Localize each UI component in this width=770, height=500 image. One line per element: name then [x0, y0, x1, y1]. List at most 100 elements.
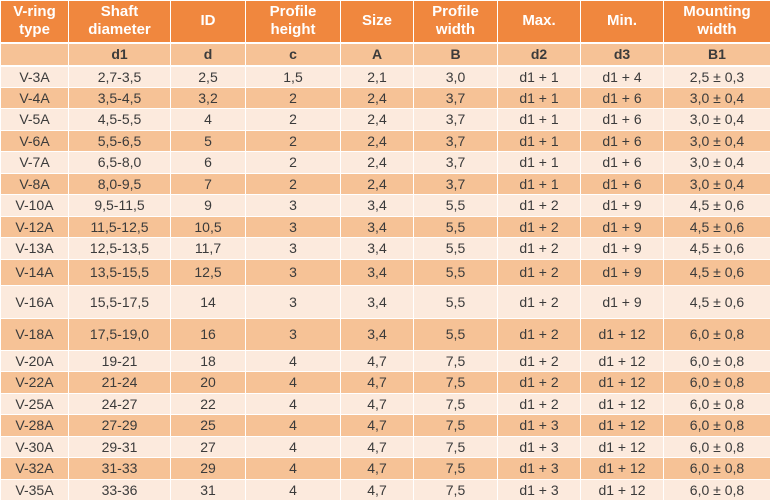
table-cell: 2 — [245, 172, 341, 195]
table-cell: 4 — [245, 414, 341, 437]
table-row: V-25A 24-27 22 4 4,7 7,5 d1 + 2 d1 + 12 6,0 ± 0,… — [0, 392, 770, 415]
table-cell: 2 — [245, 108, 341, 131]
table-cell: d1 + 3 — [497, 435, 581, 458]
table-cell: 6,0 ± 0,8 — [663, 317, 770, 351]
table-cell: d1 + 9 — [580, 284, 664, 319]
table-cell: d1 + 12 — [580, 392, 664, 415]
table-cell: d1 + 12 — [580, 435, 664, 458]
table-row: V-16A 15,5-17,5 14 3 3,4 5,5 d1 + 2 d1 + 9 4,5 ±… — [0, 284, 770, 319]
table-cell: 3 — [245, 215, 341, 238]
table-cell: 4,7 — [340, 414, 414, 437]
table-cell: 17,5-19,0 — [68, 317, 171, 351]
table-cell: 10,5 — [170, 215, 246, 238]
table-cell: 3 — [245, 237, 341, 260]
table-cell: d1 + 2 — [497, 215, 581, 238]
row-label-cell: V-6A — [0, 129, 69, 152]
table-cell: 5,5 — [413, 194, 498, 217]
table-cell: 4,5 ± 0,6 — [663, 194, 770, 217]
column-subheader: c — [245, 42, 341, 67]
table-cell: d1 + 6 — [580, 172, 664, 195]
table-cell: d1 + 3 — [497, 478, 581, 500]
table-cell: 14 — [170, 284, 246, 319]
table-cell: 11,7 — [170, 237, 246, 260]
column-header: Max. — [497, 0, 581, 44]
table-cell: d1 + 2 — [497, 371, 581, 394]
table-cell: 27 — [170, 435, 246, 458]
table-cell: 3,4 — [340, 215, 414, 238]
row-label-cell: V-12A — [0, 215, 69, 238]
table-cell: 24-27 — [68, 392, 171, 415]
row-label-cell: V-35A — [0, 478, 69, 500]
table-cell: 3 — [245, 258, 341, 286]
table-cell: d1 + 1 — [497, 151, 581, 174]
row-label-cell: V-18A — [0, 317, 69, 351]
table-cell: 7,5 — [413, 435, 498, 458]
row-label-cell: V-13A — [0, 237, 69, 260]
row-label-cell: V-10A — [0, 194, 69, 217]
table-cell: 3,7 — [413, 151, 498, 174]
table-cell: 6 — [170, 151, 246, 174]
table-cell: 3,0 ± 0,4 — [663, 86, 770, 109]
table-cell: d1 + 6 — [580, 86, 664, 109]
column-header: Profile width — [413, 0, 498, 44]
table-cell: 2,4 — [340, 172, 414, 195]
table-cell: d1 + 12 — [580, 317, 664, 351]
table-cell: 7 — [170, 172, 246, 195]
column-subheader: d2 — [497, 42, 581, 67]
table-row: V-28A 27-29 25 4 4,7 7,5 d1 + 3 d1 + 12 6,0 ± 0,… — [0, 414, 770, 437]
table-cell: 5,5 — [413, 258, 498, 286]
column-subheader: d3 — [580, 42, 664, 67]
column-subheader: B — [413, 42, 498, 67]
table-cell: 3,4 — [340, 284, 414, 319]
header-row: V-ring type Shaft diameter ID Profile heigh… — [0, 0, 770, 44]
table-cell: 7,5 — [413, 478, 498, 500]
table-cell: 5,5 — [413, 317, 498, 351]
row-label-cell: V-25A — [0, 392, 69, 415]
table-cell: 2,4 — [340, 151, 414, 174]
table-row: V-13A 12,5-13,5 11,7 3 3,4 5,5 d1 + 2 d1 + 9 4,5… — [0, 237, 770, 260]
table-cell: 15,5-17,5 — [68, 284, 171, 319]
column-header: Min. — [580, 0, 664, 44]
table-cell: 3,7 — [413, 172, 498, 195]
table-cell: d1 + 12 — [580, 414, 664, 437]
table-cell: 3,0 ± 0,4 — [663, 108, 770, 131]
table-cell: 4 — [245, 349, 341, 372]
table-row: V-12A 11,5-12,5 10,5 3 3,4 5,5 d1 + 2 d1 + 9 4,5… — [0, 215, 770, 238]
table-row: V-5A 4,5-5,5 4 2 2,4 3,7 d1 + 1 d1 + 6 3,0 ± 0,4 — [0, 108, 770, 131]
column-subheader: d — [170, 42, 246, 67]
column-header: Mounting width — [663, 0, 770, 44]
table-cell: d1 + 1 — [497, 65, 581, 88]
table-cell: d1 + 2 — [497, 317, 581, 351]
row-label-cell: V-16A — [0, 284, 69, 319]
table-cell: 6,0 ± 0,8 — [663, 435, 770, 458]
table-cell: 18 — [170, 349, 246, 372]
column-header: Profile height — [245, 0, 341, 44]
table-row: V-30A 29-31 27 4 4,7 7,5 d1 + 3 d1 + 12 6,0 ± 0,… — [0, 435, 770, 458]
table-cell: 6,0 ± 0,8 — [663, 457, 770, 480]
table-cell: 2,5 — [170, 65, 246, 88]
table-cell: 5,5 — [413, 215, 498, 238]
table-cell: d1 + 2 — [497, 349, 581, 372]
table-cell: 2,7-3,5 — [68, 65, 171, 88]
table-cell: d1 + 2 — [497, 237, 581, 260]
table-cell: 3 — [245, 194, 341, 217]
table-cell: 11,5-12,5 — [68, 215, 171, 238]
column-subheader — [0, 42, 69, 67]
table-cell: 31-33 — [68, 457, 171, 480]
table-cell: 4,7 — [340, 457, 414, 480]
table-cell: 5,5 — [413, 237, 498, 260]
table-cell: 2,4 — [340, 108, 414, 131]
table-cell: 4,7 — [340, 478, 414, 500]
table-cell: 3,7 — [413, 129, 498, 152]
table-row: V-14A 13,5-15,5 12,5 3 3,4 5,5 d1 + 2 d1 + 9 4,5… — [0, 258, 770, 286]
column-header: Size — [340, 0, 414, 44]
table-cell: 22 — [170, 392, 246, 415]
column-header: V-ring type — [0, 0, 69, 44]
table-cell: 4 — [170, 108, 246, 131]
table-cell: d1 + 1 — [497, 129, 581, 152]
table-cell: 7,5 — [413, 371, 498, 394]
table-cell: 3,7 — [413, 86, 498, 109]
table-cell: 2,4 — [340, 129, 414, 152]
table-cell: d1 + 3 — [497, 414, 581, 437]
